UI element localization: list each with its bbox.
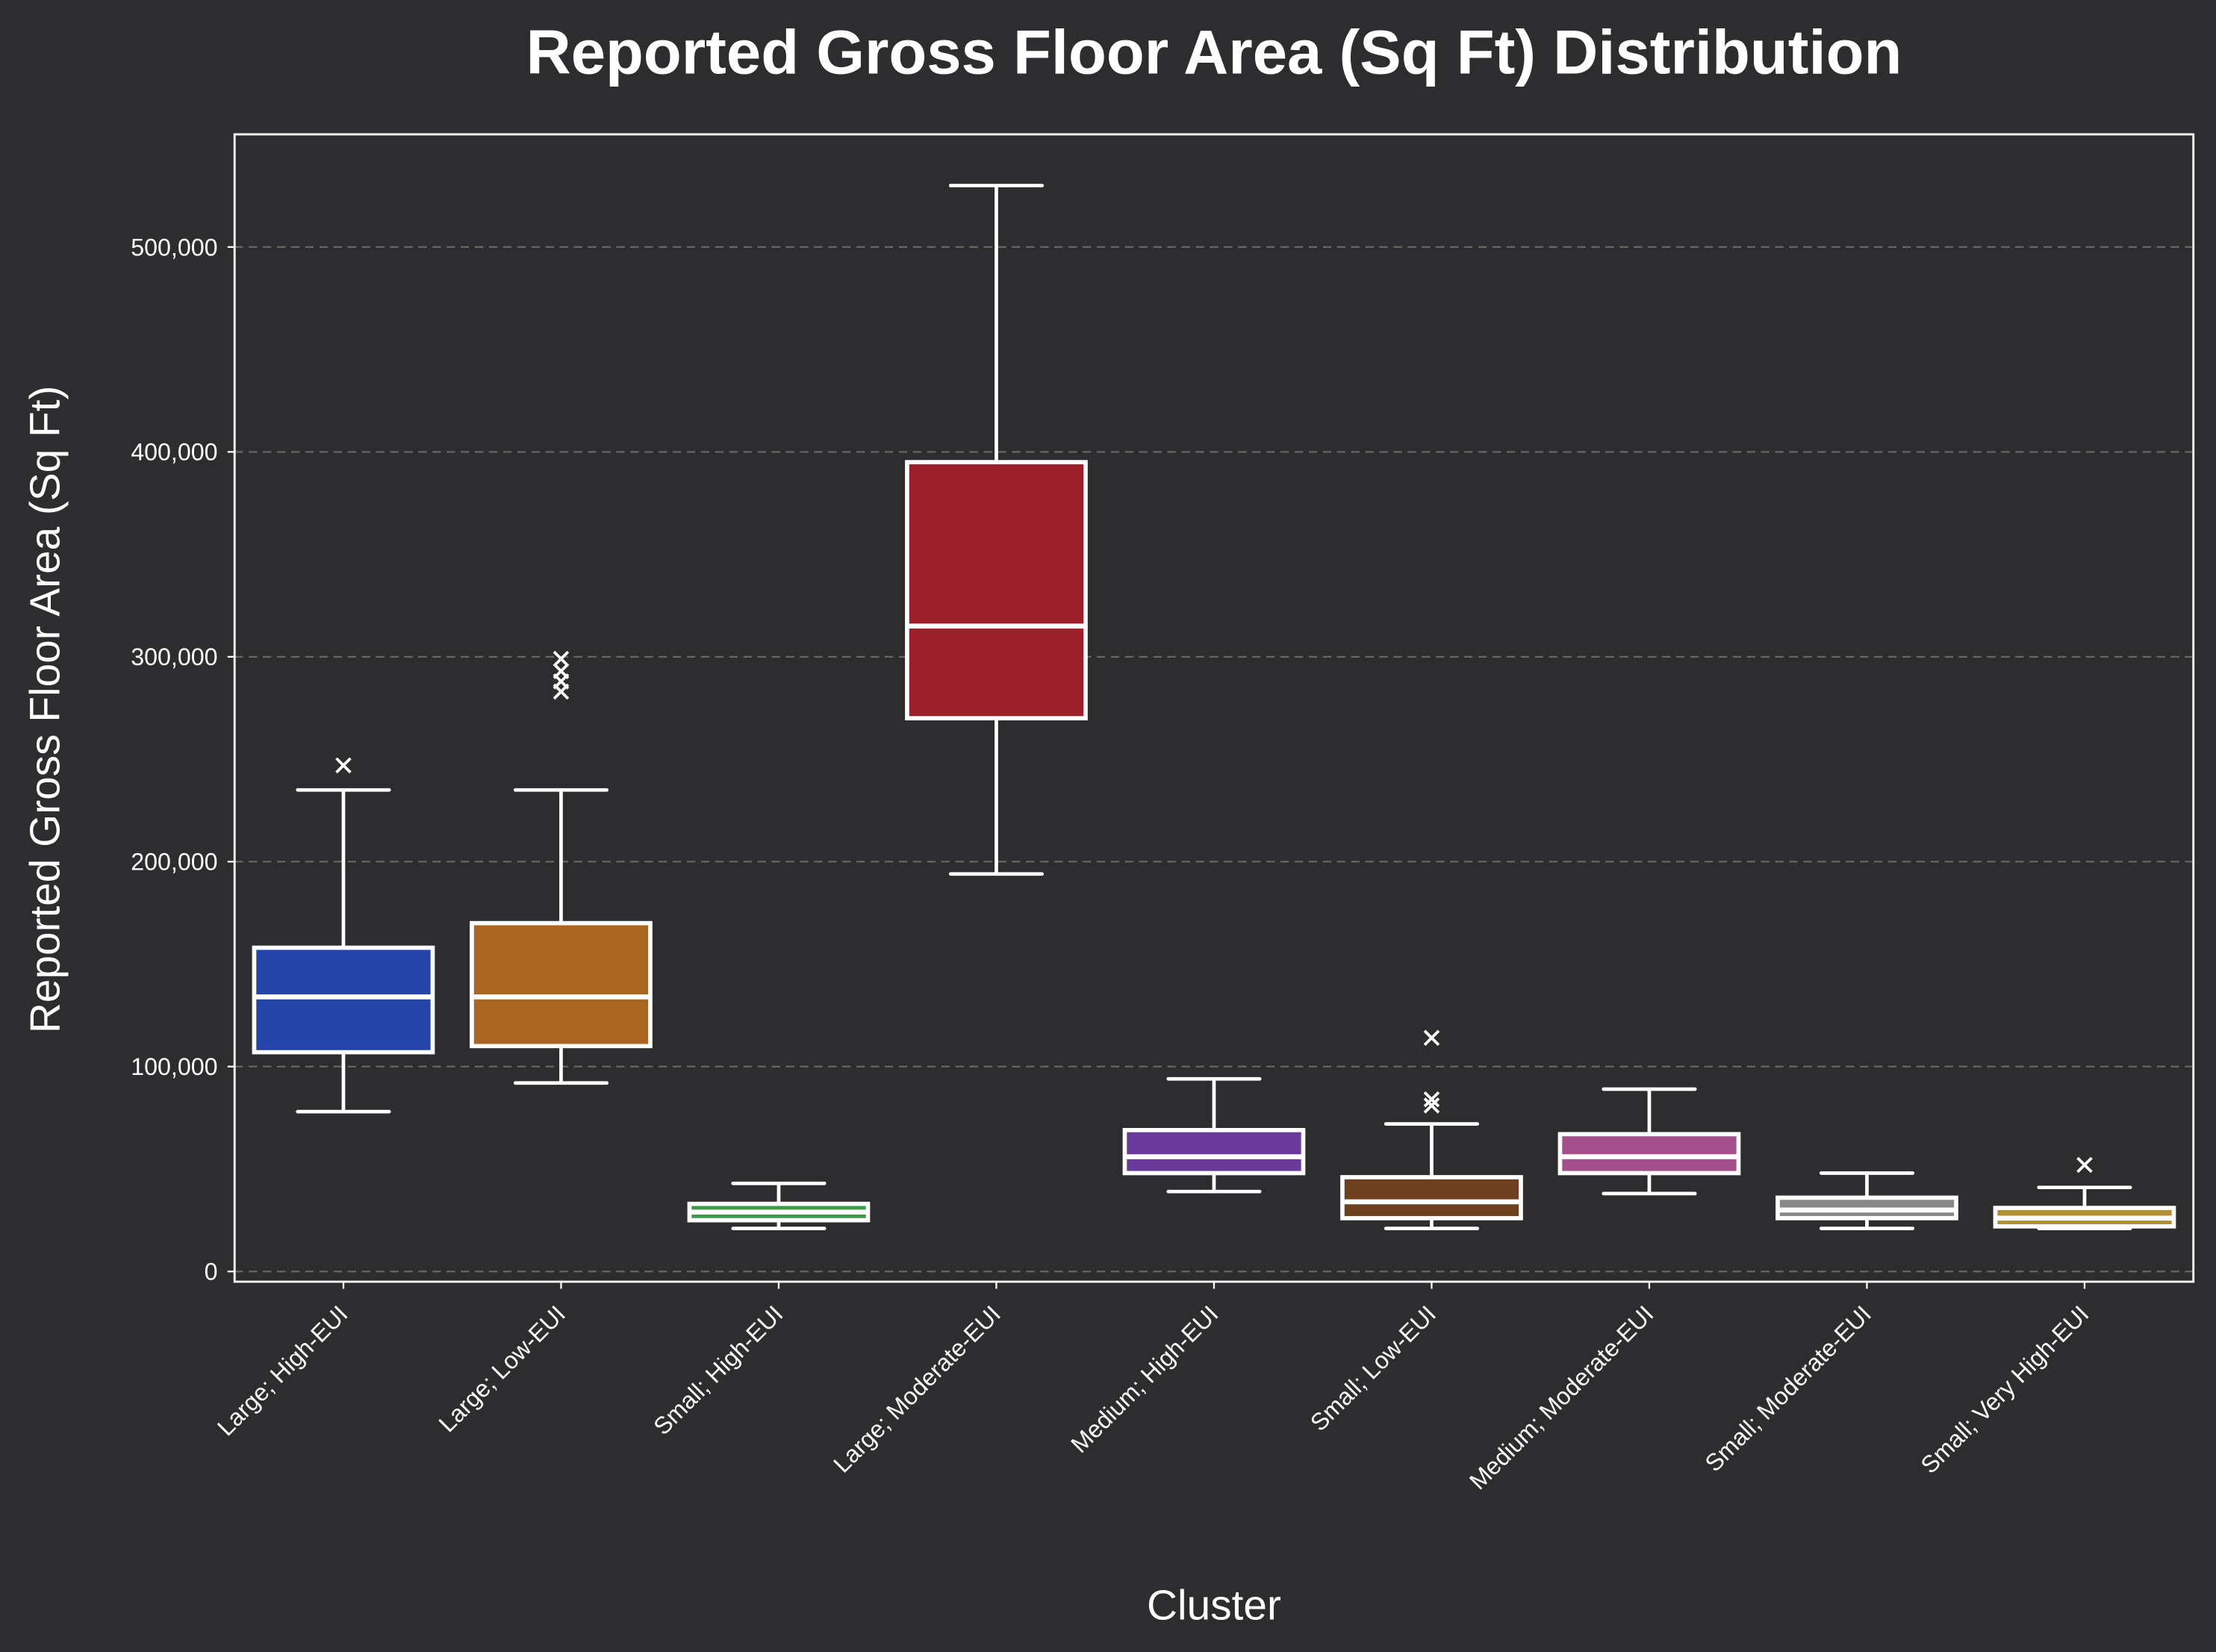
- y-axis-label: Reported Gross Floor Area (Sq Ft): [22, 386, 69, 1034]
- x-tick-label: Large; Low-EUI: [434, 1300, 570, 1437]
- outlier-marker: [335, 757, 352, 774]
- y-tick-label: 500,000: [131, 234, 217, 261]
- x-axis-label: Cluster: [1147, 1582, 1281, 1629]
- x-tick-label: Medium; Moderate-EUI: [1464, 1300, 1659, 1495]
- chart-title: Reported Gross Floor Area (Sq Ft) Distri…: [526, 18, 1902, 87]
- x-tick-label: Small; Very High-EUI: [1915, 1300, 2094, 1479]
- box: [905, 460, 1088, 721]
- outlier-marker: [1423, 1091, 1440, 1108]
- outlier-marker: [553, 650, 570, 667]
- box: [1122, 1128, 1306, 1176]
- box: [470, 920, 653, 1049]
- y-tick-label: 100,000: [131, 1053, 217, 1080]
- y-tick-label: 400,000: [131, 439, 217, 466]
- y-tick-label: 0: [205, 1259, 218, 1285]
- x-tick-label: Medium; High-EUI: [1065, 1300, 1223, 1458]
- box: [1557, 1132, 1741, 1176]
- x-tick-label: Large; High-EUI: [212, 1300, 352, 1441]
- box: [252, 945, 435, 1055]
- outlier-marker: [553, 663, 570, 679]
- outlier-marker: [1423, 1097, 1440, 1114]
- y-tick-label: 300,000: [131, 643, 217, 670]
- outlier-marker: [1423, 1029, 1440, 1047]
- y-tick-label: 200,000: [131, 849, 217, 876]
- x-tick-label: Large; Moderate-EUI: [828, 1300, 1006, 1478]
- x-tick-label: Small; Moderate-EUI: [1700, 1300, 1876, 1477]
- x-tick-label: Small; Low-EUI: [1305, 1300, 1441, 1436]
- outlier-marker: [2076, 1156, 2093, 1173]
- x-tick-label: Small; High-EUI: [648, 1300, 788, 1440]
- plot-frame: [233, 133, 2195, 1283]
- box: [1340, 1175, 1523, 1221]
